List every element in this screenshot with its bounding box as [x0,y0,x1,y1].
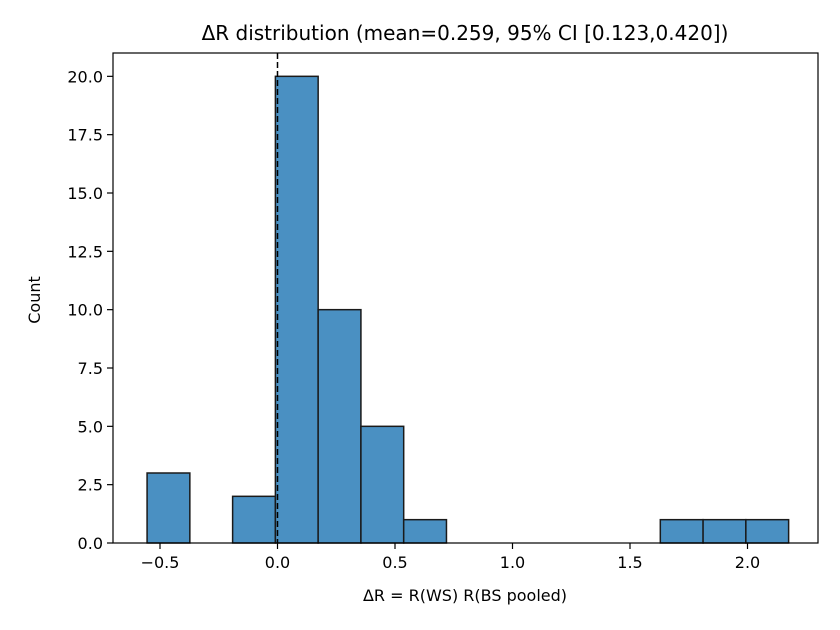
y-tick-label: 17.5 [67,126,103,145]
histogram-bar [146,472,191,544]
histogram-bar [274,75,319,544]
histogram-bar [231,495,277,544]
histogram-bar [745,518,790,544]
histogram-bar [659,518,704,544]
y-tick-label: 10.0 [67,301,103,320]
bars [146,75,790,544]
x-tick-label: 2.0 [735,553,760,572]
y-axis-label: Count [25,276,44,324]
y-axis-ticks: 0.0 2.5 5.0 7.5 10.0 12.5 15.0 17.5 20.0 [67,67,113,553]
x-axis-ticks: −0.5 0.0 0.5 1.0 1.5 2.0 [141,543,760,572]
x-tick-label: 1.0 [500,553,525,572]
histogram-bar [402,518,448,544]
x-tick-label: 1.5 [617,553,642,572]
y-tick-label: 12.5 [67,242,103,261]
y-tick-label: 0.0 [78,534,103,553]
x-tick-label: 0.0 [265,553,290,572]
chart-title: ΔR distribution (mean=0.259, 95% CI [0.1… [202,21,729,45]
x-axis-label: ΔR = R(WS) R(BS pooled) [363,586,567,605]
y-tick-label: 15.0 [67,184,103,203]
y-tick-label: 5.0 [78,417,103,436]
y-tick-label: 2.5 [78,476,103,495]
y-tick-label: 20.0 [67,67,103,86]
histogram-bar [702,518,747,544]
axes-frame [112,52,819,544]
plot-area: −0.5 0.0 0.5 1.0 1.5 2.0 0.0 2.5 5.0 7.5 10.0 12.5… [67,52,819,572]
x-tick-label: −0.5 [141,553,180,572]
histogram-bar [317,308,362,544]
x-tick-label: 0.5 [382,553,407,572]
histogram-bar [360,425,405,544]
y-tick-label: 7.5 [78,359,103,378]
